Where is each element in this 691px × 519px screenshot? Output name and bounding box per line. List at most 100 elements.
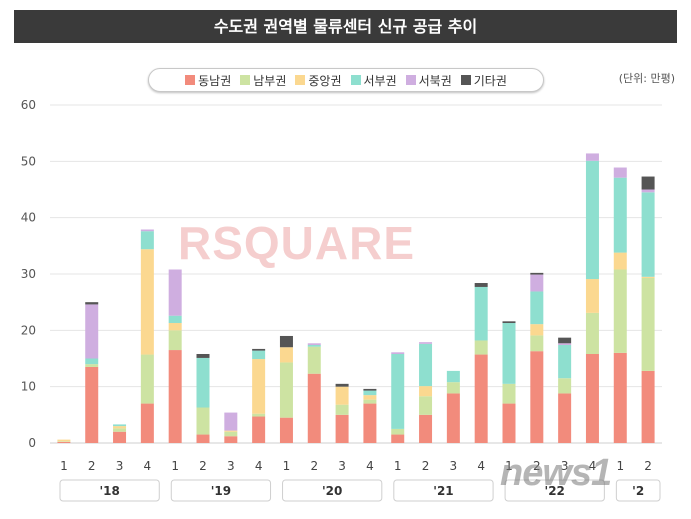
bar-segment-중앙권-8 [279,347,293,363]
bar-segment-남부권-6 [224,431,238,437]
bar-segment-서부권-2 [113,424,127,427]
bar-segment-기타권-5 [196,353,210,358]
bar-segment-남부권-8 [279,362,293,418]
bar-segment-서북권-3 [140,229,154,232]
legend-label: 기타권 [473,73,507,88]
bar-segment-중앙권-2 [113,426,127,429]
bar-segment-남부권-9 [307,346,321,374]
bar-segment-남부권-13 [419,396,433,415]
x-tick-label: 4 [144,459,152,473]
y-tick-label: 30 [21,267,36,281]
legend-item: 동남권 [185,72,231,89]
bar-segment-동남권-3 [140,403,154,443]
bar-segment-서부권-11 [363,390,377,396]
year-group-label: '18 [99,484,119,498]
bar-segment-중앙권-21 [641,276,655,278]
legend: 동남권 남부권 중앙권 서부권 서북권 기타권 [148,68,544,92]
x-tick-label: 3 [116,459,124,473]
bar-segment-동남권-8 [279,417,293,443]
bar-segment-중앙권-20 [613,252,627,270]
bar-segment-서부권-9 [307,344,321,347]
year-group-box [282,479,383,502]
year-group-box [59,479,160,502]
x-tick-label: 2 [199,459,207,473]
bar-segment-기타권-16 [502,321,516,324]
bar-segment-중앙권-7 [252,359,266,414]
bar-segment-서부권-12 [391,353,405,429]
bar-segment-동남권-1 [85,366,99,443]
bar-segment-동남권-0 [57,441,71,443]
bar-segment-서부권-3 [140,231,154,250]
bar-segment-서부권-15 [474,286,488,341]
bar-segment-중앙권-19 [585,279,599,313]
bar-segment-기타권-17 [530,272,544,275]
bar-segment-동남권-7 [252,416,266,443]
bar-segment-남부권-21 [641,277,655,371]
bar-segment-중앙권-3 [140,249,154,355]
x-tick-label: 4 [477,459,485,473]
bar-segment-중앙권-4 [168,323,182,331]
bar-segment-남부권-15 [474,340,488,355]
bar-segment-서북권-12 [391,352,405,354]
bar-segment-서북권-19 [585,153,599,161]
bar-segment-기타권-8 [279,335,293,348]
bar-segment-서북권-18 [558,343,572,345]
x-tick-label: 4 [255,459,263,473]
year-group-label: '20 [322,484,342,498]
legend-label: 중앙권 [308,73,342,88]
bar-segment-서부권-20 [613,177,627,253]
bar-segment-서북권-6 [224,412,238,431]
year-group-box [504,479,605,502]
x-tick-label: 1 [283,459,291,473]
year-group-box [393,479,494,502]
bar-segment-기타권-21 [641,176,655,190]
y-tick-label: 40 [21,211,36,225]
bar-segment-서부권-1 [85,358,99,365]
bar-segment-동남권-17 [530,351,544,443]
bar-segment-남부권-12 [391,428,405,435]
bar-segment-중앙권-13 [419,386,433,397]
x-tick-label: 2 [644,459,652,473]
bar-segment-중앙권-0 [57,439,71,442]
bar-segment-서부권-5 [196,357,210,408]
y-tick-label: 20 [21,323,36,337]
bar-segment-남부권-0 [57,441,71,442]
bar-segment-기타권-7 [252,348,266,351]
bar-segment-동남권-6 [224,436,238,443]
bar-segment-기타권-18 [558,337,572,344]
year-group-box [170,479,272,502]
legend-item: 기타권 [460,72,507,89]
unit-label: (단위: 만평) [618,72,675,85]
bar-segment-서북권-9 [307,343,321,345]
year-group-label: '2 [632,484,644,498]
bar-segment-동남권-4 [168,350,182,443]
news1-logo: news1 [500,452,612,494]
legend-label: 서북권 [418,73,452,88]
bar-segment-서부권-4 [168,315,182,324]
bar-segment-기타권-15 [474,283,488,287]
bar-segment-동남권-10 [335,414,349,443]
bar-segment-서북권-13 [419,342,433,344]
bar-segment-서북권-21 [641,189,655,193]
bar-segment-동남권-15 [474,354,488,443]
bar-segment-남부권-20 [613,269,627,353]
x-tick-label: 3 [561,459,569,473]
legend-label: 남부권 [253,73,287,88]
y-tick-label: 10 [21,380,36,394]
bar-segment-동남권-11 [363,403,377,443]
bar-segment-중앙권-11 [363,395,377,400]
legend-item: 중앙권 [295,72,342,89]
bar-segment-남부권-2 [113,428,127,432]
bar-segment-서부권-17 [530,291,544,325]
legend-item: 서부권 [350,72,397,89]
x-tick-label: 3 [227,459,235,473]
bar-segment-동남권-20 [613,352,627,443]
bar-segment-동남권-16 [502,403,516,443]
bar-segment-남부권-3 [140,354,154,404]
year-group-label: '22 [545,484,565,498]
bar-segment-서부권-18 [558,344,572,379]
legend-item: 서북권 [405,72,452,89]
bar-segment-기타권-10 [335,383,349,387]
legend-item: 남부권 [240,72,286,89]
